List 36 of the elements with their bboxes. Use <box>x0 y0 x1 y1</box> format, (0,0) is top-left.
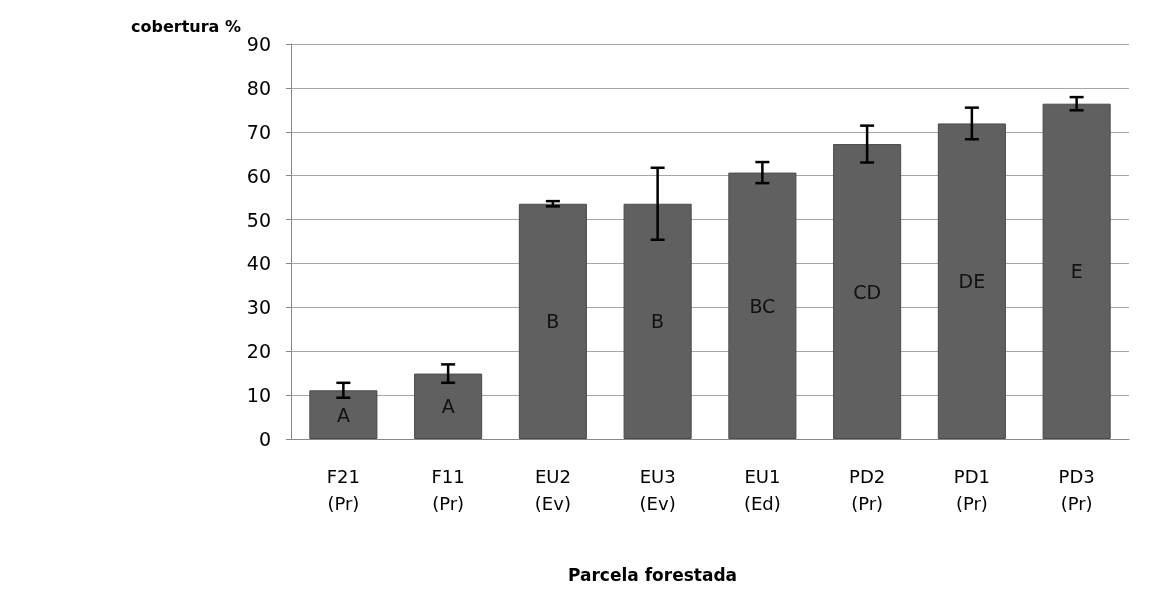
y-tick-label: 0 <box>258 428 271 450</box>
bar <box>728 172 797 439</box>
annotation: E <box>1070 260 1083 283</box>
y-tick-label: 20 <box>246 340 271 363</box>
y-axis-title: cobertura % <box>131 17 241 37</box>
y-tick-label: 80 <box>246 76 271 99</box>
x-tick-label: PD3 (Pr) <box>1058 466 1095 514</box>
x-tick-label: EU3 (Ev) <box>639 466 676 514</box>
y-tick-label: 70 <box>246 120 271 143</box>
bar <box>623 203 692 439</box>
annotation: BC <box>749 294 776 317</box>
annotation: DE <box>958 270 986 293</box>
x-tick-label: PD1 (Pr) <box>953 466 990 514</box>
bar <box>1042 103 1111 439</box>
y-tick-label: 40 <box>246 252 271 275</box>
bar <box>833 144 902 439</box>
annotation: B <box>546 310 560 333</box>
bar <box>937 123 1006 439</box>
annotation: CD <box>853 280 882 303</box>
bar <box>414 373 483 439</box>
x-tick-label: F21 (Pr) <box>326 466 361 514</box>
x-tick-label: PD2 (Pr) <box>849 466 886 514</box>
bar <box>309 390 378 439</box>
y-tick-label: 90 <box>246 33 271 55</box>
bar <box>518 203 587 439</box>
annotation: A <box>336 403 350 426</box>
y-tick-label: 10 <box>246 384 271 407</box>
y-tick-label: 50 <box>246 208 271 231</box>
x-axis-title: Parcela forestada <box>568 564 738 585</box>
annotation: A <box>441 395 455 418</box>
y-tick-label: 60 <box>246 164 271 187</box>
y-tick-label: 30 <box>246 296 271 319</box>
annotation: B <box>651 310 665 333</box>
x-tick-label: F11 (Pr) <box>431 466 465 514</box>
x-tick-label: EU2 (Ev) <box>534 466 571 514</box>
x-tick-label: EU1 (Ed) <box>743 466 781 514</box>
